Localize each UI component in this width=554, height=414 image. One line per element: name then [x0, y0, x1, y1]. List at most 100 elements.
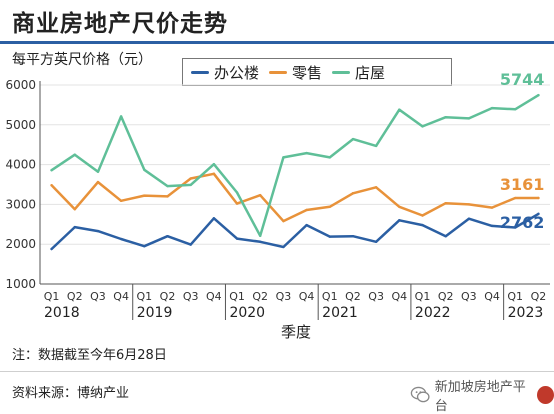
data-point	[398, 108, 401, 111]
data-point	[328, 205, 331, 208]
data-point	[305, 151, 308, 155]
data-point	[189, 243, 192, 246]
year-label: 2023	[508, 305, 544, 321]
x-tick-label: Q3	[276, 290, 292, 303]
data-point	[50, 168, 53, 172]
title-underline	[0, 41, 554, 44]
data-point	[50, 184, 53, 187]
data-point	[328, 235, 331, 238]
x-tick-label: Q4	[206, 290, 222, 303]
legend-item-office: 办公楼	[191, 62, 259, 83]
source-text: 资料来源：博纳产业	[12, 386, 130, 401]
data-point	[421, 125, 424, 128]
data-point	[212, 172, 216, 175]
data-point	[398, 219, 401, 222]
data-point	[351, 192, 355, 195]
x-tick-label: Q2	[345, 290, 361, 303]
series-line-0	[50, 212, 540, 251]
legend-label-office: 办公楼	[214, 63, 260, 82]
legend-swatch-shop	[332, 70, 351, 74]
legend-item-retail: 零售	[269, 62, 322, 83]
wechat-icon	[410, 386, 430, 403]
y-tick-label: 6000	[5, 78, 36, 92]
x-tick-label: Q2	[252, 290, 268, 303]
x-tick-label: Q4	[299, 290, 315, 303]
x-tick-label: Q4	[391, 290, 407, 303]
legend: 办公楼 零售 店屋	[182, 58, 452, 86]
x-tick-label: Q2	[438, 290, 454, 303]
legend-label-retail: 零售	[292, 63, 323, 82]
y-axis-label: 每平方英尺价格（元）	[12, 52, 152, 68]
data-point	[73, 225, 76, 229]
data-point	[96, 170, 100, 173]
series-line-2	[50, 93, 540, 238]
data-point	[467, 217, 471, 220]
data-point	[119, 237, 123, 241]
data-point	[166, 184, 169, 188]
data-point	[212, 217, 216, 220]
watermark-text: 新加坡房地产平台	[434, 380, 526, 414]
data-point	[374, 186, 378, 189]
x-tick-label: Q3	[461, 290, 477, 303]
x-tick-label: Q4	[113, 290, 129, 303]
legend-item-shop: 店屋	[332, 62, 385, 83]
x-tick-label: Q2	[67, 290, 83, 303]
data-point	[259, 234, 262, 238]
year-label: 2019	[137, 305, 173, 321]
data-point	[444, 202, 447, 205]
data-point	[444, 235, 447, 238]
data-point	[143, 168, 146, 171]
data-point	[282, 219, 285, 223]
divider	[0, 371, 554, 372]
data-point	[514, 196, 517, 200]
line-chart: 1000 2000 3000 4000 5000 6000 Q1 Q2 Q3 Q4 Q1 Q2 Q3 Q4…	[5, 70, 550, 321]
data-point	[73, 207, 76, 211]
data-point	[328, 156, 331, 159]
year-label: 2022	[415, 305, 451, 321]
y-tick-label: 3000	[5, 197, 36, 211]
data-point	[119, 199, 123, 203]
data-point	[421, 214, 424, 217]
data-point	[73, 153, 76, 156]
data-point	[514, 226, 517, 229]
y-tick-label: 2000	[5, 237, 36, 251]
y-tick-label: 5000	[5, 118, 36, 132]
end-value-label: 2762	[500, 213, 545, 232]
legend-swatch-retail	[269, 70, 288, 74]
data-point	[421, 223, 424, 227]
y-tick-label: 4000	[5, 158, 36, 172]
data-point	[282, 156, 285, 159]
data-point	[305, 208, 308, 212]
x-tick-label: Q1	[44, 290, 60, 303]
data-point	[143, 194, 146, 197]
x-tick-label: Q3	[183, 290, 199, 303]
data-point	[96, 180, 100, 184]
x-tick-label: Q1	[136, 290, 152, 303]
data-point	[143, 244, 146, 248]
series-line-1	[50, 172, 540, 223]
data-point	[537, 196, 540, 200]
end-value-label: 3161	[500, 175, 545, 194]
data-point	[166, 195, 169, 198]
data-point	[490, 206, 494, 209]
x-tick-label: Q1	[322, 290, 338, 303]
x-tick-label: Q1	[229, 290, 245, 303]
x-tick-label: Q2	[531, 290, 547, 303]
data-point	[259, 194, 262, 197]
x-axis-label: 季度	[281, 323, 312, 341]
x-tick-label: Q3	[90, 290, 106, 303]
data-point	[398, 205, 401, 208]
x-tick-label: Q3	[368, 290, 384, 303]
data-point	[119, 115, 123, 118]
data-point	[166, 235, 169, 238]
watermark: 新加坡房地产平台	[410, 376, 554, 414]
note-text: 注：数据截至今年6月28日	[12, 348, 167, 363]
legend-label-shop: 店屋	[355, 63, 386, 82]
data-point	[374, 144, 378, 148]
data-point	[514, 108, 517, 111]
x-tick-label: Q4	[484, 290, 500, 303]
year-label: 2018	[44, 305, 80, 321]
data-point	[374, 240, 378, 244]
data-point	[490, 106, 494, 110]
data-point	[235, 237, 239, 240]
